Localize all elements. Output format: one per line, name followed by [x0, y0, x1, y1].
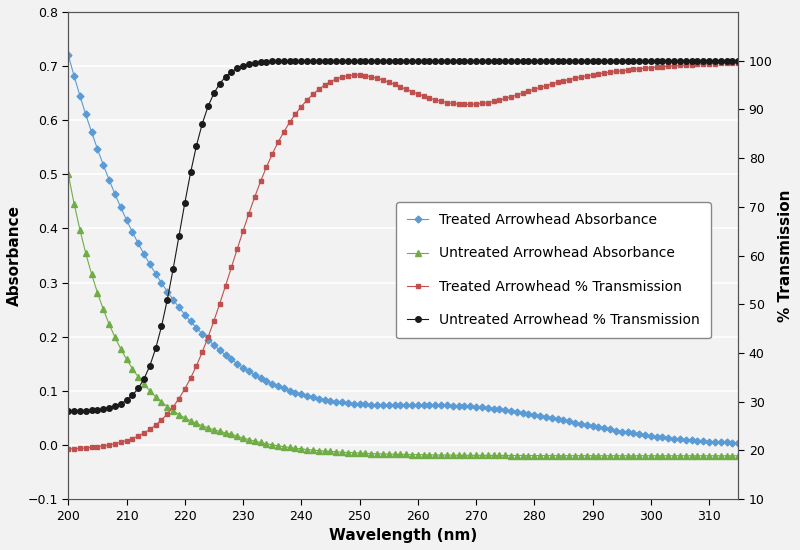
Untreated Arrowhead Absorbance [734, 453, 743, 459]
Line: Treated Arrowhead Absorbance: Treated Arrowhead Absorbance [66, 53, 741, 446]
Untreated Arrowhead Absorbance [606, 453, 615, 459]
Treated Arrowhead Absorbance [63, 52, 73, 58]
Untreated Arrowhead Absorbance [681, 453, 690, 459]
Treated Arrowhead % Transmission [622, 67, 632, 73]
Treated Arrowhead % Transmission [512, 92, 522, 98]
Legend: Treated Arrowhead Absorbance, Untreated Arrowhead Absorbance, Treated Arrowhead : Treated Arrowhead Absorbance, Untreated … [396, 202, 711, 338]
Untreated Arrowhead % Transmission [63, 408, 73, 415]
Y-axis label: Absorbance: Absorbance [7, 205, 22, 306]
Untreated Arrowhead % Transmission [290, 58, 300, 64]
Untreated Arrowhead Absorbance [63, 171, 73, 178]
Treated Arrowhead % Transmission [290, 111, 300, 117]
Line: Untreated Arrowhead % Transmission: Untreated Arrowhead % Transmission [66, 58, 741, 414]
Untreated Arrowhead % Transmission [471, 57, 481, 64]
Untreated Arrowhead Absorbance [290, 445, 300, 452]
Treated Arrowhead % Transmission [681, 62, 690, 68]
Untreated Arrowhead % Transmission [512, 57, 522, 64]
Untreated Arrowhead Absorbance [512, 452, 522, 459]
Line: Untreated Arrowhead Absorbance: Untreated Arrowhead Absorbance [66, 172, 741, 459]
Untreated Arrowhead % Transmission [606, 57, 615, 64]
Treated Arrowhead Absorbance [512, 409, 522, 415]
X-axis label: Wavelength (nm): Wavelength (nm) [329, 528, 478, 543]
Treated Arrowhead Absorbance [290, 389, 300, 396]
Treated Arrowhead Absorbance [471, 404, 481, 410]
Untreated Arrowhead % Transmission [681, 57, 690, 64]
Treated Arrowhead % Transmission [734, 59, 743, 66]
Treated Arrowhead Absorbance [622, 429, 632, 436]
Treated Arrowhead % Transmission [63, 446, 73, 452]
Treated Arrowhead % Transmission [606, 69, 615, 75]
Untreated Arrowhead % Transmission [622, 57, 632, 64]
Treated Arrowhead Absorbance [606, 426, 615, 433]
Treated Arrowhead Absorbance [734, 439, 743, 446]
Line: Treated Arrowhead % Transmission: Treated Arrowhead % Transmission [66, 60, 741, 452]
Treated Arrowhead Absorbance [681, 437, 690, 443]
Untreated Arrowhead % Transmission [722, 57, 731, 64]
Untreated Arrowhead Absorbance [622, 453, 632, 459]
Untreated Arrowhead % Transmission [734, 57, 743, 64]
Untreated Arrowhead Absorbance [471, 452, 481, 459]
Treated Arrowhead % Transmission [471, 101, 481, 107]
Y-axis label: % Transmission: % Transmission [778, 189, 793, 322]
